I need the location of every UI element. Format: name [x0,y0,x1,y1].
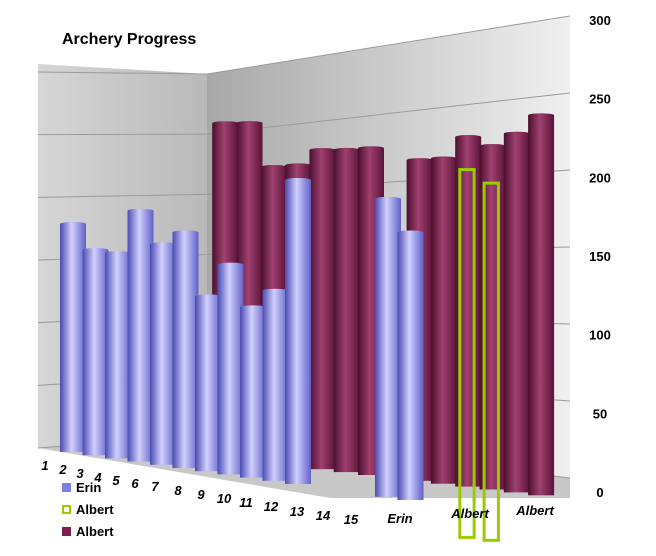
bar-erin-top [60,222,86,226]
bar-erin [285,180,311,484]
x-tick-label: 6 [131,476,139,491]
bar-erin [172,232,199,468]
bar-erin [195,296,221,472]
legend-item-albert-outline: Albert [62,498,114,520]
bar-erin [150,244,176,465]
bar-albert-top [358,146,384,151]
x-tick-label: 1 [41,458,48,473]
bar-albert-top [528,113,555,118]
x-tick-label: 15 [344,512,359,527]
bar-albert-top [212,121,239,126]
bar-albert-outline [482,181,500,542]
bar-erin-top [375,196,401,201]
x-tick-label: 14 [316,508,331,523]
x-tick-label: 3 [76,466,84,481]
gridline-back [206,15,571,75]
y-axis-ticks: 0 50 100 150 200 250 300 [589,13,611,500]
bar-albert-top [479,143,506,148]
bar-albert-top [406,158,433,163]
chart-title: Archery Progress [62,31,197,48]
x-tick-label: 11 [239,495,253,510]
bar-erin-top [172,230,199,235]
bar-erin [105,253,131,459]
legend-swatch-erin [62,482,71,492]
legend-label-albert: Albert [76,523,114,539]
bar-erin [397,232,424,501]
legend-swatch-albert-outline [62,504,71,514]
bar-erin [375,198,401,497]
x-tick-label: 13 [290,504,305,519]
x-tick-label: 5 [112,473,120,488]
bar-erin [262,290,289,481]
bar-erin-top [217,262,244,267]
legend: Erin Albert Albert [62,476,114,542]
bar-erin-top [150,242,176,247]
bar-albert-outline [458,168,476,539]
y-tick-label: 100 [589,328,611,343]
y-tick-label: 300 [589,13,611,28]
bar-albert-top [430,156,457,161]
bar-albert [309,150,336,470]
bar-erin-top [397,230,424,235]
bar-erin [240,307,266,478]
bars-series-erin [60,178,424,501]
x-tick-label: 10 [217,491,232,506]
x-tick-label: 7 [151,479,159,494]
y-tick-label: 250 [589,92,611,107]
x-axis-ticks: 1 2 3 4 5 6 7 8 9 10 11 12 13 14 15 Erin Albert Albert [41,458,554,527]
y-tick-label: 150 [589,249,611,264]
gridline-back [206,92,571,135]
bar-erin [217,264,244,475]
legend-item-erin: Erin [62,476,114,498]
y-tick-label: 200 [589,170,611,185]
legend-item-albert: Albert [62,520,114,542]
bar-albert [528,115,555,496]
bar-albert [503,133,530,493]
x-tick-label: 9 [197,487,205,502]
bar-albert [430,158,457,484]
legend-label-albert-outline: Albert [76,501,114,517]
bar-albert-top [455,135,482,139]
gridline-left [37,193,208,198]
bar-erin-top [285,178,311,182]
bar-erin-top [105,251,131,256]
x-tick-label: Albert [450,506,489,521]
x-tick-label: 2 [58,462,67,477]
x-tick-label: 4 [93,470,102,485]
x-tick-label: Albert [515,503,554,518]
x-tick-label: Erin [387,511,412,526]
bar-albert-top [309,148,336,152]
legend-swatch-albert [62,526,71,536]
x-tick-label: 12 [264,499,279,514]
bar-albert-top [236,121,263,126]
bars-series-albert-outline [458,168,500,542]
bar-albert-top [260,165,287,169]
bar-erin-top [240,305,266,310]
bar-erin-top [82,248,109,252]
bar-albert [333,149,360,473]
legend-label-erin: Erin [76,479,102,495]
bar-albert-top [333,147,360,152]
bar-erin-top [127,208,154,213]
bar-erin [127,210,154,462]
y-tick-label: 0 [596,485,603,500]
bar-albert-top [503,131,530,136]
x-tick-label: 8 [174,483,182,498]
y-tick-label: 50 [593,406,607,421]
gridline-left [37,133,208,136]
bar-erin-top [195,294,221,299]
bar-erin [82,250,109,456]
bar-erin-top [262,288,289,293]
bar-albert-top [285,163,312,168]
bar-erin [60,224,86,452]
gridline-left [37,71,208,75]
